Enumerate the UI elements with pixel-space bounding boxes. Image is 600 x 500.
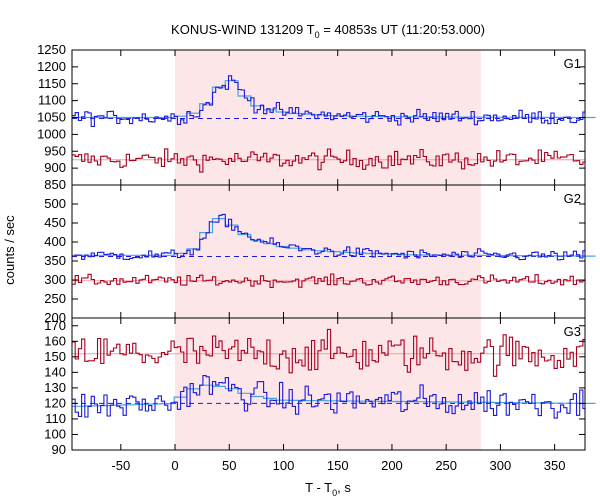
y-tick-label: 450 bbox=[44, 215, 66, 230]
panel-label: G3 bbox=[564, 324, 581, 339]
red-series-histogram bbox=[72, 273, 585, 288]
x-tick-label: 100 bbox=[273, 458, 295, 473]
y-tick-label: 300 bbox=[44, 272, 66, 287]
panel-label: G2 bbox=[564, 191, 581, 206]
y-tick-label: 350 bbox=[44, 253, 66, 268]
red-series-histogram bbox=[72, 148, 585, 173]
plot-area: 850900950100010501100115012001250G120025… bbox=[37, 42, 596, 473]
shaded-interval bbox=[175, 50, 481, 450]
x-tick-label: 200 bbox=[381, 458, 403, 473]
y-tick-label: 400 bbox=[44, 234, 66, 249]
y-tick-label: 140 bbox=[44, 364, 66, 379]
y-tick-label: 120 bbox=[44, 395, 66, 410]
x-tick-label: 50 bbox=[222, 458, 236, 473]
y-tick-label: 250 bbox=[44, 291, 66, 306]
y-tick-label: 1000 bbox=[37, 126, 66, 141]
y-axis-label: counts / sec bbox=[2, 215, 17, 285]
y-tick-label: 90 bbox=[52, 442, 66, 457]
panel-label: G1 bbox=[564, 56, 581, 71]
y-tick-label: 200 bbox=[44, 310, 66, 325]
red-series-histogram bbox=[72, 328, 585, 377]
y-tick-label: 110 bbox=[45, 411, 66, 426]
x-tick-label: -50 bbox=[111, 458, 130, 473]
blue-series-histogram bbox=[72, 75, 585, 127]
x-tick-label: 250 bbox=[435, 458, 457, 473]
y-tick-label: 1250 bbox=[37, 42, 66, 57]
blue-series-histogram bbox=[72, 375, 585, 419]
y-tick-label: 1150 bbox=[38, 76, 66, 91]
y-tick-label: 130 bbox=[44, 380, 66, 395]
x-tick-label: 300 bbox=[490, 458, 512, 473]
x-tick-label: 150 bbox=[327, 458, 349, 473]
panel-g2: 200 250 300 350 400 450 500 G2 bbox=[44, 184, 596, 325]
x-axis-label: T - T0, s bbox=[305, 480, 351, 498]
blue-series-histogram bbox=[72, 213, 585, 261]
y-tick-label: 160 bbox=[44, 333, 66, 348]
chart-title: KONUS-WIND 131209 T0 = 40853s UT (11:20:… bbox=[171, 22, 485, 40]
y-tick-label: 900 bbox=[44, 160, 66, 175]
y-tick-label: 500 bbox=[44, 196, 66, 211]
y-tick-label: 1200 bbox=[37, 59, 66, 74]
y-tick-label: 100 bbox=[44, 426, 66, 441]
panel-frame bbox=[71, 317, 586, 451]
y-tick-label: 850 bbox=[44, 177, 66, 192]
y-tick-label: 950 bbox=[44, 143, 66, 158]
x-tick-label: 0 bbox=[171, 458, 178, 473]
y-tick-label: 1100 bbox=[38, 93, 66, 108]
y-tick-label: 1050 bbox=[37, 110, 66, 125]
x-tick-label: 350 bbox=[544, 458, 566, 473]
y-tick-label: 170 bbox=[44, 318, 66, 333]
y-tick-label: 150 bbox=[44, 349, 66, 364]
